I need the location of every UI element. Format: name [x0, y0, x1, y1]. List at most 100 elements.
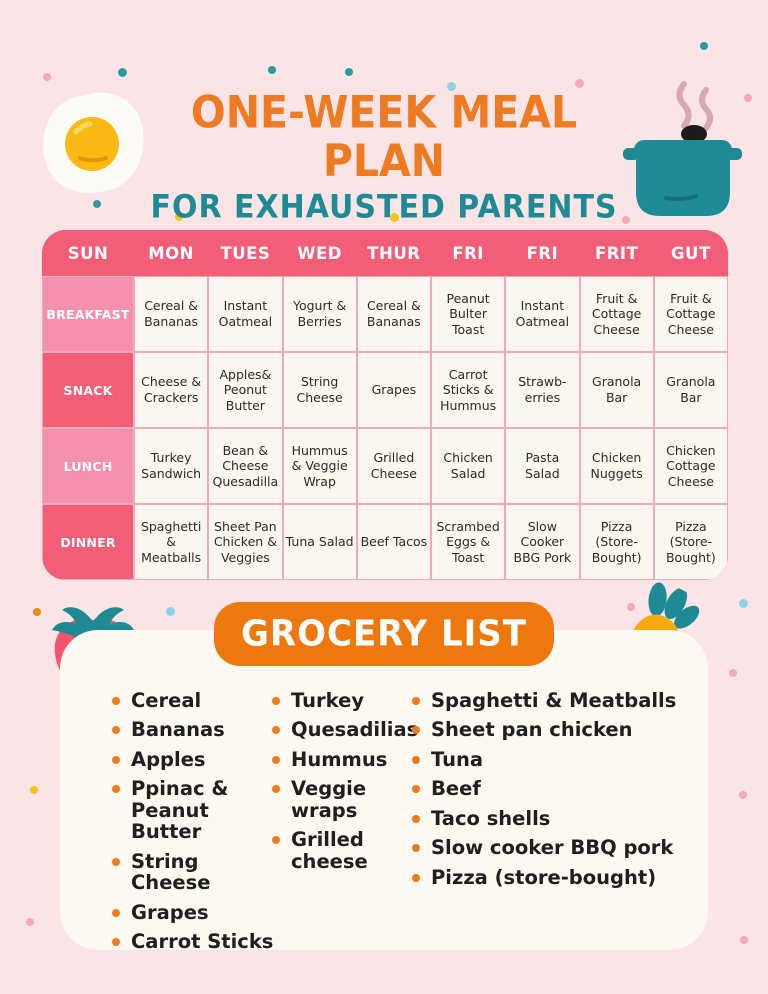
bullet-dot	[112, 697, 120, 705]
meal-cell: Beef Tacos	[356, 504, 431, 580]
confetti-dot	[118, 68, 127, 77]
grocery-list-item: Hummus	[272, 748, 402, 770]
meal-cell: Sheet Pan Chicken & Veggies	[208, 504, 283, 580]
grocery-item-label: Bananas	[131, 718, 225, 742]
meal-row-label-snack: SNACK	[42, 352, 134, 428]
grocery-item-label: Taco shells	[431, 806, 551, 830]
bullet-dot	[112, 937, 120, 946]
grocery-item-label: Apples	[131, 747, 206, 771]
meal-cell: Yogurt & Berries	[282, 276, 357, 352]
fried-egg-icon	[43, 92, 144, 193]
bullet-dot	[412, 873, 420, 882]
grocery-list-item: Grilled cheese	[272, 829, 402, 872]
grocery-list-item: Carrot Sticks	[112, 930, 280, 952]
grocery-item-label: Tuna	[431, 747, 484, 771]
bullet-dot	[112, 908, 120, 917]
meal-cell: Bean & Cheese Quesadilla	[208, 428, 283, 504]
grocery-item-label: Slow cooker BBQ pork	[431, 836, 674, 860]
confetti-dot	[30, 786, 38, 794]
grocery-list-item: Grapes	[112, 900, 280, 924]
grocery-item-label: Ppinac & Peanut Butter	[131, 777, 229, 844]
day-header-gut-8: GUT	[653, 230, 728, 276]
bullet-dot	[412, 697, 420, 705]
meal-cell: Grilled Cheese	[356, 428, 431, 504]
grocery-list-item: Beef	[412, 777, 698, 801]
meal-row-label-breakfast: BREAKFAST	[42, 276, 134, 352]
grocery-list-item: Veggie wraps	[272, 778, 402, 821]
confetti-dot	[390, 213, 399, 222]
confetti-dot	[627, 603, 635, 611]
grocery-list-item: Tuna	[412, 747, 698, 771]
cooking-pot-icon	[623, 81, 742, 216]
bullet-dot	[412, 755, 420, 764]
grocery-list-item: Spaghetti & Meatballs	[412, 690, 698, 711]
bullet-dot	[272, 726, 280, 735]
confetti-dot	[175, 213, 183, 221]
day-header-frit-7: FRIT	[579, 230, 654, 276]
grocery-item-label: Spaghetti & Meatballs	[431, 689, 677, 712]
confetti-dot	[575, 79, 584, 88]
bullet-dot	[412, 814, 420, 823]
meal-cell: Tuna Salad	[282, 504, 357, 580]
bullet-dot	[412, 785, 420, 794]
day-header-fri-5: FRI	[431, 230, 506, 276]
grocery-column-2: Turkey Quesadilias Hummus Veggie wraps Grill…	[272, 690, 418, 872]
bullet-dot	[112, 755, 120, 764]
grocery-item-label: Beef	[431, 777, 481, 801]
meal-cell: Scrambed Eggs & Toast	[431, 504, 506, 580]
grocery-item-label: Cereal	[131, 689, 202, 712]
confetti-dot	[739, 599, 748, 608]
confetti-dot	[33, 608, 41, 616]
bullet-dot	[112, 726, 120, 735]
meal-cell: Cheese & Crackers	[134, 352, 209, 428]
grocery-item-label: Grapes	[131, 900, 209, 924]
meal-cell: Chicken Salad	[431, 428, 506, 504]
confetti-dot	[729, 669, 737, 677]
grocery-item-label: Grilled cheese	[291, 828, 368, 873]
bullet-dot	[112, 857, 120, 866]
meal-cell: Chicken Nuggets	[579, 428, 654, 504]
meal-plan-table: SUN MON TUES WED THUR FRI FRI FRIT GUT BREAKFAST C…	[42, 230, 728, 580]
meal-cell: Spaghetti & Meatballs	[134, 504, 209, 580]
confetti-dot	[700, 42, 708, 50]
meal-cell: Pasta Salad	[505, 428, 580, 504]
day-header-wed-3: WED	[282, 230, 357, 276]
confetti-dot	[739, 791, 747, 799]
grocery-column-1: Cereal Bananas Apples Ppinac & Peanut Butte…	[112, 690, 280, 952]
poster-title: ONE-WEEK MEAL PLAN	[190, 86, 578, 187]
grocery-list-item: Taco shells	[412, 806, 698, 830]
meal-row-label-dinner: DINNER	[42, 504, 134, 580]
grocery-column-3: Spaghetti & Meatballs Sheet pan chicken Tu…	[412, 690, 698, 888]
grocery-item-label: Pizza (store-bought)	[431, 865, 657, 889]
grocery-list-item: Bananas	[112, 718, 280, 742]
day-header-fri-6: FRI	[505, 230, 580, 276]
meal-cell: Pizza (Store-Bought)	[653, 504, 728, 580]
meal-cell: Fruit & Cottage Cheese	[653, 276, 728, 352]
grocery-list-title-banner: GROCERY LIST	[214, 602, 554, 666]
bullet-dot	[272, 785, 280, 794]
meal-row-label-lunch: LUNCH	[42, 428, 134, 504]
confetti-dot	[26, 918, 34, 926]
grocery-list-item: Turkey	[272, 690, 402, 711]
grocery-item-label: String Cheese	[131, 849, 211, 895]
meal-cell: Instant Oatmeal	[505, 276, 580, 352]
meal-cell: Fruit & Cottage Cheese	[579, 276, 654, 352]
grocery-list-item: Apples	[112, 747, 280, 771]
grocery-list-item: String Cheese	[112, 849, 280, 895]
bullet-dot	[272, 697, 280, 705]
bullet-dot	[272, 836, 280, 845]
meal-cell: Carrot Sticks & Hummus	[431, 352, 506, 428]
grocery-list-item: Cereal	[112, 690, 280, 711]
day-header-mon-1: MON	[134, 230, 209, 276]
meal-cell: Chicken Cottage Cheese	[653, 428, 728, 504]
day-header-thur-4: THUR	[356, 230, 431, 276]
meal-cell: Hummus & Veggie Wrap	[282, 428, 357, 504]
grocery-list-item: Quesadilias	[272, 719, 418, 741]
meal-cell: Cereal & Bananas	[134, 276, 209, 352]
grocery-list-item: Ppinac & Peanut Butter	[112, 778, 280, 842]
header-title-block: ONE-WEEK MEAL PLAN FOR EXHAUSTED PARENTS	[134, 88, 634, 227]
confetti-dot	[93, 200, 101, 208]
bullet-dot	[412, 844, 420, 853]
grocery-list-item: Pizza (store-bought)	[412, 865, 698, 889]
grocery-list-title: GROCERY LIST	[241, 613, 527, 655]
